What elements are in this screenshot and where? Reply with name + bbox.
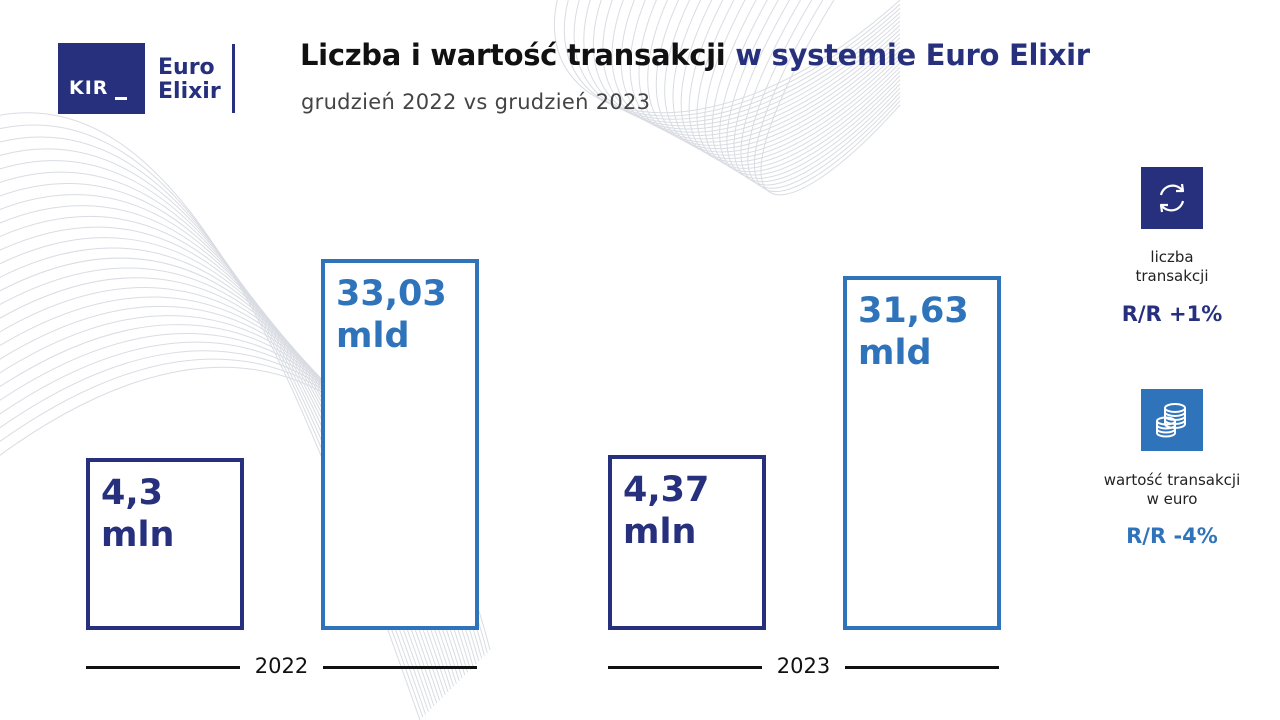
axis-line-left-2022 bbox=[86, 666, 240, 669]
count-yoy-stat: R/R +1% bbox=[1121, 302, 1223, 326]
value-yoy-stat: R/R -4% bbox=[1126, 524, 1218, 548]
value-bar-2023: 31,63 mld bbox=[843, 276, 1001, 630]
axis-line-left-2023 bbox=[608, 666, 762, 669]
count-bar-2022: 4,3 mln bbox=[86, 458, 244, 630]
coins-stack-icon bbox=[1141, 389, 1203, 451]
value-bar-2022: 33,03 mld bbox=[321, 259, 479, 630]
refresh-arrows-icon bbox=[1141, 167, 1203, 229]
kir-logo: KIR bbox=[58, 43, 145, 114]
value-caption: wartość transakcji w euro bbox=[1103, 471, 1241, 508]
bar-value-label: 4,3 mln bbox=[101, 473, 175, 555]
page-subtitle: grudzień 2022 vs grudzień 2023 bbox=[301, 90, 651, 114]
axis-line-right-2022 bbox=[323, 666, 477, 669]
bar-value-label: 31,63 mld bbox=[858, 291, 969, 373]
kir-logo-underscore bbox=[115, 97, 127, 100]
title-part-2: w systemie Euro Elixir bbox=[735, 38, 1090, 72]
count-bar-2023: 4,37 mln bbox=[608, 455, 766, 630]
euro-elixir-logo-line1: Euro bbox=[158, 55, 215, 80]
count-caption: liczba transakcji bbox=[1135, 248, 1209, 285]
euro-elixir-logo-line2: Elixir bbox=[158, 79, 221, 104]
x-tick-label-2023: 2023 bbox=[776, 654, 831, 678]
kir-logo-text: KIR bbox=[69, 77, 109, 99]
page-title: Liczba i wartość transakcji w systemie E… bbox=[300, 38, 1090, 72]
bar-value-label: 33,03 mld bbox=[336, 274, 447, 356]
logo-divider bbox=[232, 44, 235, 113]
axis-line-right-2023 bbox=[845, 666, 999, 669]
x-tick-label-2022: 2022 bbox=[254, 654, 309, 678]
bar-value-label: 4,37 mln bbox=[623, 470, 710, 552]
title-part-1: Liczba i wartość transakcji bbox=[300, 38, 726, 72]
